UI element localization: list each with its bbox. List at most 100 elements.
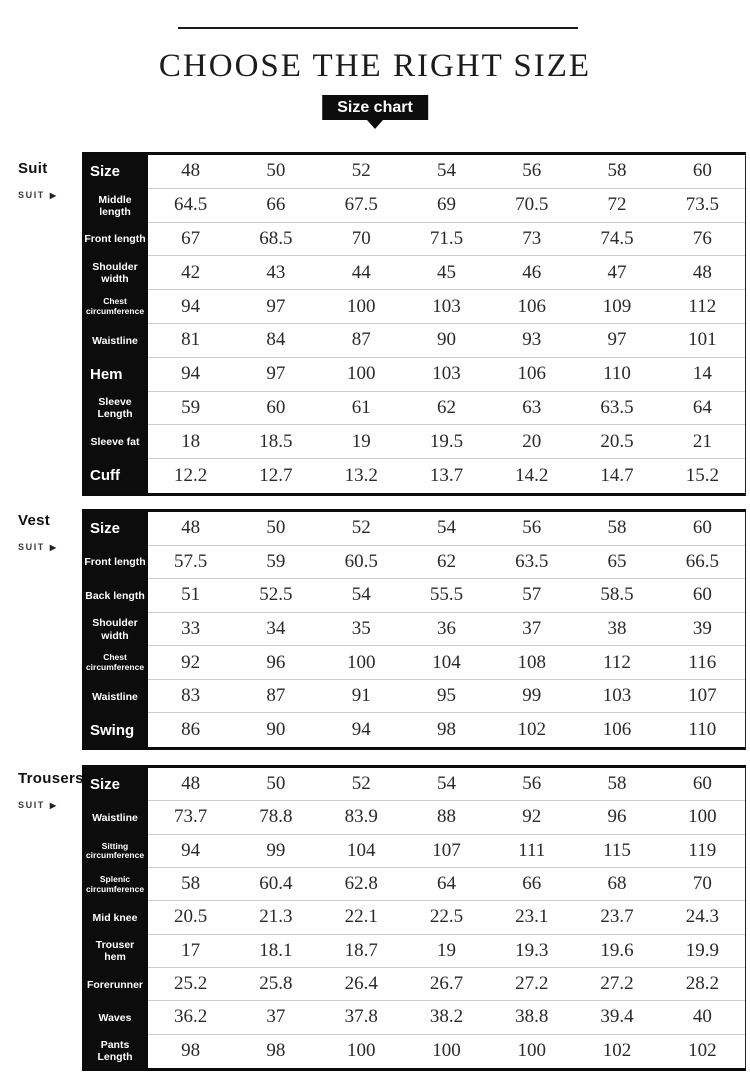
cell: 38.8 — [515, 1006, 549, 1028]
cell: 58 — [181, 873, 201, 895]
cell: 18 — [181, 430, 201, 452]
cell: 66.5 — [685, 550, 719, 572]
cell: 21 — [692, 430, 712, 452]
cell: 26.4 — [344, 973, 378, 995]
row-header: Pants Length — [82, 1034, 148, 1068]
section-suit-link[interactable]: SUIT ▶ — [18, 542, 90, 552]
cell: 81 — [181, 329, 201, 351]
cell: 18.1 — [259, 939, 293, 961]
table-row: Shoulder width 42 43 44 45 46 47 48 — [82, 256, 745, 291]
row-cells: 83 87 91 95 99 103 107 — [148, 680, 745, 714]
cell: 94 — [181, 839, 201, 861]
row-header: Waistline — [82, 679, 148, 714]
cell: 100 — [346, 295, 376, 317]
cell: 19.9 — [685, 939, 719, 961]
cell: 60 — [692, 160, 712, 182]
cell: 63.5 — [515, 550, 549, 572]
cell: 52 — [351, 160, 371, 182]
cell: 20 — [522, 430, 542, 452]
cell: 56 — [522, 517, 542, 539]
cell: 37.8 — [344, 1006, 378, 1028]
cell: 13.2 — [344, 465, 378, 487]
cell: 78.8 — [259, 806, 293, 828]
cell: 56 — [522, 160, 542, 182]
section-suit-link-label: SUIT — [18, 542, 45, 552]
row-header: Waistline — [82, 801, 148, 835]
section-suit-link[interactable]: SUIT ▶ — [18, 190, 90, 200]
cell: 17 — [181, 939, 201, 961]
cell: 48 — [181, 773, 201, 795]
row-cells: 33 34 35 36 37 38 39 — [148, 613, 745, 647]
cell: 101 — [688, 329, 717, 351]
cell: 66 — [266, 194, 286, 216]
cell: 21.3 — [259, 906, 293, 928]
cell: 42 — [181, 261, 201, 283]
cell: 26.7 — [429, 973, 464, 995]
cell: 43 — [266, 261, 286, 283]
arrow-right-icon: ▶ — [49, 800, 57, 810]
cell: 83 — [181, 685, 201, 707]
row-cells: 18 18.5 19 19.5 20 20.5 21 — [148, 425, 745, 460]
cell: 119 — [688, 839, 717, 861]
row-header: Trouser hem — [82, 934, 148, 968]
cell: 67.5 — [344, 194, 378, 216]
cell: 48 — [692, 261, 712, 283]
cell: 45 — [436, 261, 456, 283]
cell: 100 — [688, 806, 717, 828]
cell: 94 — [181, 363, 201, 385]
section-suit-link[interactable]: SUIT ▶ — [18, 800, 90, 810]
row-header: Shoulder width — [82, 256, 148, 291]
cell: 12.2 — [174, 465, 208, 487]
table-row: Pants Length 98 98 100 100 100 102 102 — [82, 1034, 745, 1068]
row-cells: 25.2 25.8 26.4 26.7 27.2 27.2 28.2 — [148, 968, 745, 1002]
row-header: Sleeve Length — [82, 391, 148, 426]
row-header: Splenic circumference — [82, 867, 148, 902]
row-header: Chest circumference — [82, 646, 148, 680]
cell: 24.3 — [685, 906, 719, 928]
cell: 39 — [692, 618, 712, 640]
table-row: Cuff 12.2 12.7 13.2 13.7 14.2 14.7 15.2 — [82, 459, 745, 493]
row-cells: 48 50 52 54 56 58 60 — [148, 512, 745, 546]
cell: 60 — [692, 773, 712, 795]
cell: 36.2 — [174, 1006, 208, 1028]
cell: 28.2 — [685, 973, 719, 995]
badge-pointer-triangle — [367, 120, 383, 129]
cell: 95 — [436, 685, 456, 707]
cell: 18.7 — [344, 939, 378, 961]
cell: 72 — [607, 194, 627, 216]
cell: 103 — [432, 363, 461, 385]
cell: 37 — [266, 1006, 286, 1028]
cell: 19.3 — [515, 939, 549, 961]
row-cells: 12.2 12.7 13.2 13.7 14.2 14.7 15.2 — [148, 459, 745, 493]
cell: 54 — [351, 584, 371, 606]
cell: 88 — [436, 806, 456, 828]
cell: 100 — [346, 651, 376, 673]
row-header: Chest circumference — [82, 290, 148, 324]
section-label-vest: Vest SUIT ▶ — [18, 512, 90, 552]
cell: 60 — [692, 517, 712, 539]
table-row: Front length 57.5 59 60.5 62 63.5 65 66.5 — [82, 545, 745, 580]
header-divider — [178, 27, 578, 29]
table-row: Splenic circumference 58 60.4 62.8 64 66 68 70 — [82, 867, 745, 902]
cell: 111 — [518, 839, 546, 861]
size-chart-badge-label: Size chart — [337, 99, 413, 116]
cell: 70.5 — [515, 194, 549, 216]
row-header: Front length — [82, 222, 148, 257]
cell: 99 — [266, 839, 286, 861]
cell: 62.8 — [344, 873, 378, 895]
cell: 52 — [351, 773, 371, 795]
cell: 54 — [436, 517, 456, 539]
row-header: Size — [82, 768, 148, 802]
cell: 86 — [181, 719, 201, 741]
cell: 58.5 — [600, 584, 634, 606]
cell: 100 — [346, 363, 376, 385]
row-header: Front length — [82, 545, 148, 580]
cell: 73.7 — [174, 806, 208, 828]
cell: 76 — [692, 227, 712, 249]
row-header: Sleeve fat — [82, 425, 148, 460]
cell: 109 — [602, 295, 632, 317]
arrow-right-icon: ▶ — [49, 190, 57, 200]
section-label-suit: Suit SUIT ▶ — [18, 160, 90, 200]
cell: 106 — [517, 295, 547, 317]
row-cells: 94 97 100 103 106 109 112 — [148, 290, 745, 324]
